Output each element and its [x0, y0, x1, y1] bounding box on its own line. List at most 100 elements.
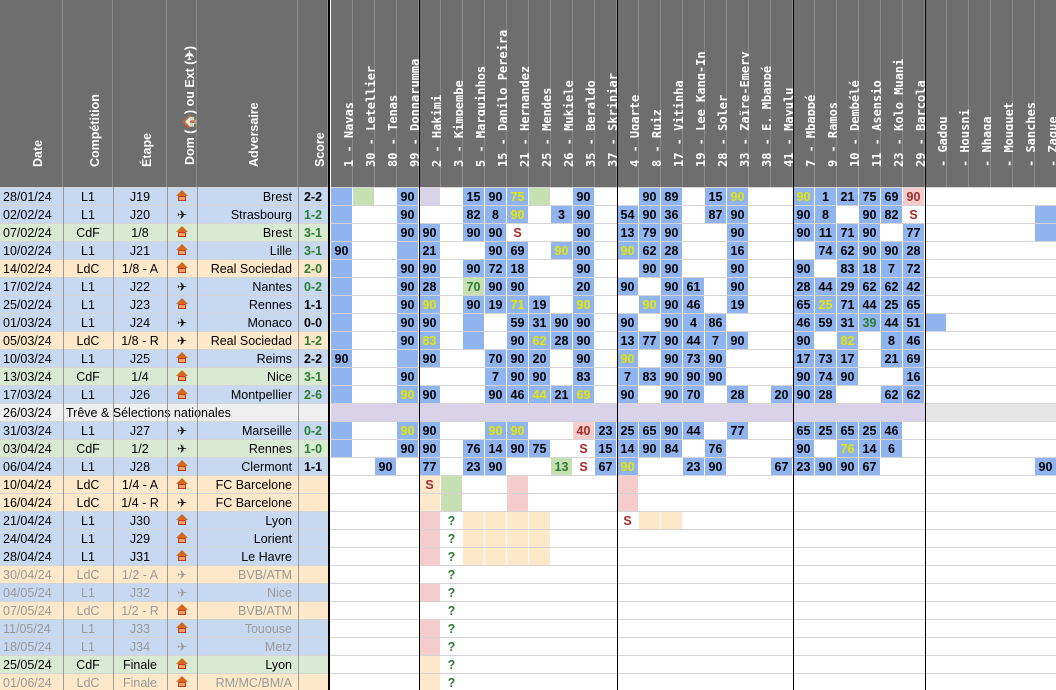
minutes-cell[interactable]	[353, 512, 375, 530]
minutes-cell[interactable]: S	[903, 206, 925, 224]
minutes-cell[interactable]: 28	[551, 332, 573, 350]
minutes-cell[interactable]	[441, 368, 463, 386]
minutes-cell[interactable]	[925, 206, 947, 224]
minutes-cell[interactable]	[353, 602, 375, 620]
date-cell[interactable]: 03/04/24	[0, 440, 63, 458]
minutes-cell[interactable]: 90	[485, 278, 507, 296]
score-cell[interactable]	[298, 566, 328, 584]
stage-cell[interactable]: 1/2	[113, 440, 167, 458]
minutes-cell[interactable]	[507, 548, 529, 566]
minutes-cell[interactable]	[595, 350, 617, 368]
minutes-cell[interactable]: 19	[727, 296, 749, 314]
minutes-cell[interactable]: 90	[661, 314, 683, 332]
venue-cell[interactable]: ✈	[167, 206, 197, 224]
minutes-cell[interactable]	[375, 242, 397, 260]
venue-cell[interactable]: ✈	[167, 494, 197, 512]
minutes-cell[interactable]	[353, 224, 375, 242]
score-cell[interactable]: 1-2	[298, 206, 328, 224]
minutes-cell[interactable]	[331, 422, 353, 440]
minutes-cell[interactable]	[639, 512, 661, 530]
minutes-cell[interactable]	[705, 386, 727, 404]
minutes-cell[interactable]	[353, 530, 375, 548]
minutes-cell[interactable]	[705, 242, 727, 260]
minutes-cell[interactable]	[331, 260, 353, 278]
minutes-cell[interactable]: 90	[661, 332, 683, 350]
minutes-cell[interactable]: ?	[441, 656, 463, 674]
player-header[interactable]: 26 - Mukiele	[551, 0, 576, 187]
player-header[interactable]: 35 - Beraldo	[573, 0, 598, 187]
minutes-cell[interactable]: 90	[617, 278, 639, 296]
minutes-cell[interactable]	[397, 476, 419, 494]
minutes-cell[interactable]	[441, 260, 463, 278]
minutes-cell[interactable]: 90	[397, 368, 419, 386]
date-cell[interactable]: 10/02/24	[0, 242, 63, 260]
minutes-cell[interactable]	[947, 224, 969, 242]
score-cell[interactable]: 2-0	[298, 260, 328, 278]
minutes-cell[interactable]: 28	[815, 386, 837, 404]
minutes-cell[interactable]: 76	[463, 440, 485, 458]
minutes-cell[interactable]: 8	[485, 206, 507, 224]
date-cell[interactable]: 24/04/24	[0, 530, 63, 548]
minutes-cell[interactable]: 90	[793, 224, 815, 242]
minutes-cell[interactable]	[331, 314, 353, 332]
minutes-cell[interactable]: 90	[551, 314, 573, 332]
competition-cell[interactable]: CdF	[63, 224, 113, 242]
venue-cell[interactable]: ✈	[167, 440, 197, 458]
minutes-cell[interactable]: 90	[661, 278, 683, 296]
minutes-cell[interactable]: 31	[837, 314, 859, 332]
minutes-cell[interactable]	[595, 368, 617, 386]
minutes-cell[interactable]	[353, 494, 375, 512]
minutes-cell[interactable]: 90	[859, 242, 881, 260]
minutes-cell[interactable]: 59	[815, 314, 837, 332]
minutes-cell[interactable]: 67	[771, 458, 793, 476]
minutes-cell[interactable]: 18	[859, 260, 881, 278]
minutes-cell[interactable]: 62	[881, 278, 903, 296]
minutes-cell[interactable]	[441, 206, 463, 224]
minutes-cell[interactable]	[507, 494, 529, 512]
minutes-cell[interactable]: 90	[485, 458, 507, 476]
date-cell[interactable]: 28/04/24	[0, 548, 63, 566]
minutes-cell[interactable]	[749, 332, 771, 350]
minutes-cell[interactable]: 13	[617, 332, 639, 350]
minutes-cell[interactable]	[639, 458, 661, 476]
minutes-cell[interactable]: 15	[463, 188, 485, 206]
competition-cell[interactable]: LdC	[63, 566, 113, 584]
minutes-cell[interactable]: 7	[881, 260, 903, 278]
minutes-cell[interactable]: 44	[683, 332, 705, 350]
minutes-cell[interactable]	[375, 674, 397, 690]
stage-cell[interactable]: Finale	[113, 674, 167, 690]
minutes-cell[interactable]: 13	[551, 458, 573, 476]
minutes-cell[interactable]: 90	[793, 260, 815, 278]
stage-cell[interactable]: J33	[113, 620, 167, 638]
score-cell[interactable]: 1-0	[298, 440, 328, 458]
minutes-cell[interactable]: 90	[507, 332, 529, 350]
minutes-cell[interactable]: 90	[727, 224, 749, 242]
minutes-cell[interactable]: 90	[485, 242, 507, 260]
minutes-cell[interactable]	[331, 566, 353, 584]
minutes-cell[interactable]	[573, 494, 595, 512]
minutes-cell[interactable]	[463, 512, 485, 530]
minutes-cell[interactable]	[375, 332, 397, 350]
minutes-cell[interactable]: 21	[837, 188, 859, 206]
opponent-cell[interactable]: RM/MC/BM/A	[197, 674, 298, 690]
minutes-cell[interactable]: 16	[727, 242, 749, 260]
minutes-cell[interactable]: 46	[507, 386, 529, 404]
minutes-cell[interactable]	[749, 440, 771, 458]
score-cell[interactable]	[298, 674, 328, 690]
minutes-cell[interactable]: 44	[859, 296, 881, 314]
minutes-cell[interactable]	[595, 278, 617, 296]
score-cell[interactable]	[298, 638, 328, 656]
minutes-cell[interactable]	[331, 440, 353, 458]
opponent-cell[interactable]: Strasbourg	[197, 206, 298, 224]
minutes-cell[interactable]: 90	[705, 458, 727, 476]
venue-cell[interactable]	[167, 386, 197, 404]
minutes-cell[interactable]: 70	[683, 386, 705, 404]
minutes-cell[interactable]: 71	[837, 296, 859, 314]
minutes-cell[interactable]	[551, 422, 573, 440]
minutes-cell[interactable]	[1013, 458, 1035, 476]
minutes-cell[interactable]	[639, 350, 661, 368]
minutes-cell[interactable]: 74	[815, 368, 837, 386]
header-competition[interactable]: Compétition	[63, 0, 113, 187]
minutes-cell[interactable]	[375, 188, 397, 206]
minutes-cell[interactable]	[331, 278, 353, 296]
